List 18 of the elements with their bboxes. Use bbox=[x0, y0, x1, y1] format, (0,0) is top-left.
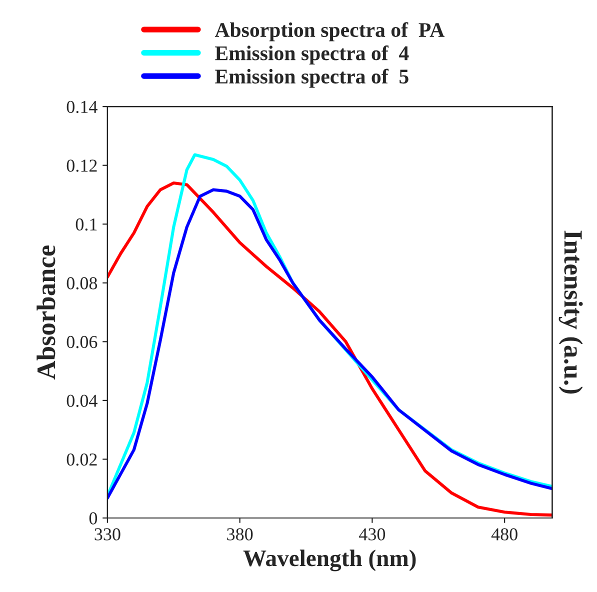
x-tick-label: 430 bbox=[359, 528, 386, 540]
legend-label: Emission spectra of 5 bbox=[215, 68, 408, 88]
y-tick-label: 0.04 bbox=[66, 394, 98, 407]
y-tick-label: 0.08 bbox=[66, 277, 98, 290]
x-tick-label: 380 bbox=[227, 528, 253, 540]
legend-label: Emission spectra of 4 bbox=[215, 45, 409, 65]
y-tick-label: 0.1 bbox=[76, 218, 97, 231]
x-tick-label: 480 bbox=[491, 528, 518, 540]
y-tick-label: 0.12 bbox=[66, 160, 97, 172]
y2-axis-title: Intensity (a.u.) bbox=[558, 230, 583, 394]
y-tick-label: 0.06 bbox=[66, 336, 98, 348]
y-tick-label: 0.02 bbox=[66, 453, 97, 466]
y-tick-label: 0.14 bbox=[66, 100, 98, 114]
y-tick-label: 0 bbox=[89, 512, 98, 524]
x-axis-title: Wavelength (nm) bbox=[243, 550, 416, 572]
x-tick-label: 330 bbox=[94, 528, 120, 540]
y-axis-title: Absorbance bbox=[36, 246, 56, 380]
legend-label: Absorption spectra of PA bbox=[214, 22, 444, 42]
